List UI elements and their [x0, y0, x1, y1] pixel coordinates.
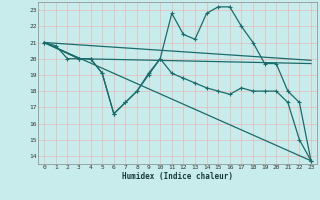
X-axis label: Humidex (Indice chaleur): Humidex (Indice chaleur): [122, 172, 233, 181]
